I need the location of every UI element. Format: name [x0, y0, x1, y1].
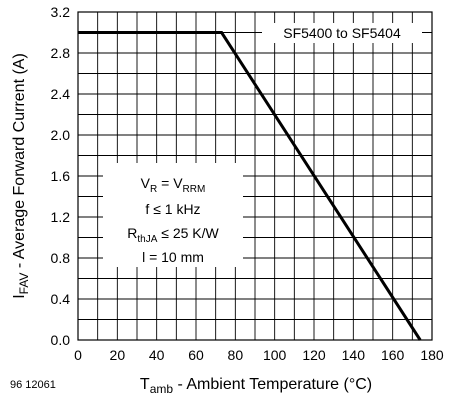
y-tick-label: 2.4: [51, 86, 71, 102]
condition-rthja: RthJA ≤ 25 K/W: [127, 225, 219, 245]
y-tick-label: 1.6: [51, 168, 71, 184]
x-axis-label: Tamb - Ambient Temperature (°C): [140, 376, 372, 396]
condition-frequency: f ≤ 1 kHz: [145, 201, 200, 217]
x-tick-label: 160: [381, 347, 405, 363]
y-tick-label: 0.4: [51, 291, 71, 307]
y-tick-labels: 0.0 0.4 0.8 1.2 1.6 2.0 2.4 2.8 3.2: [51, 4, 71, 348]
y-tick-label: 3.2: [51, 4, 71, 20]
x-tick-labels: 0 20 40 60 80 100 120 140 160 180: [74, 347, 444, 363]
y-tick-label: 1.2: [51, 209, 71, 225]
legend-series-name: SF5400 to SF5404: [283, 25, 401, 41]
x-tick-label: 60: [188, 347, 204, 363]
y-tick-label: 2.8: [51, 45, 71, 61]
x-tick-label: 180: [420, 347, 444, 363]
y-axis-label: IFAV - Average Forward Current (A): [11, 53, 31, 299]
x-tick-label: 0: [74, 347, 82, 363]
conditions-box: [103, 163, 243, 267]
y-tick-label: 0.0: [51, 332, 71, 348]
y-tick-label: 0.8: [51, 250, 71, 266]
condition-vr: VR = VRRM: [141, 175, 206, 195]
plot-frame: [77, 11, 433, 341]
condition-lead-length: l = 10 mm: [142, 249, 204, 265]
series-line-sf5400-to-sf5404: [78, 31, 422, 341]
x-tick-label: 120: [302, 347, 326, 363]
x-tick-label: 80: [228, 347, 244, 363]
x-tick-label: 100: [263, 347, 287, 363]
x-tick-label: 40: [149, 347, 165, 363]
legend-box: [262, 23, 422, 43]
y-tick-label: 2.0: [51, 127, 71, 143]
figure-id: 96 12061: [10, 379, 56, 391]
x-tick-label: 140: [342, 347, 366, 363]
grid: [78, 12, 432, 340]
x-tick-label: 20: [110, 347, 126, 363]
